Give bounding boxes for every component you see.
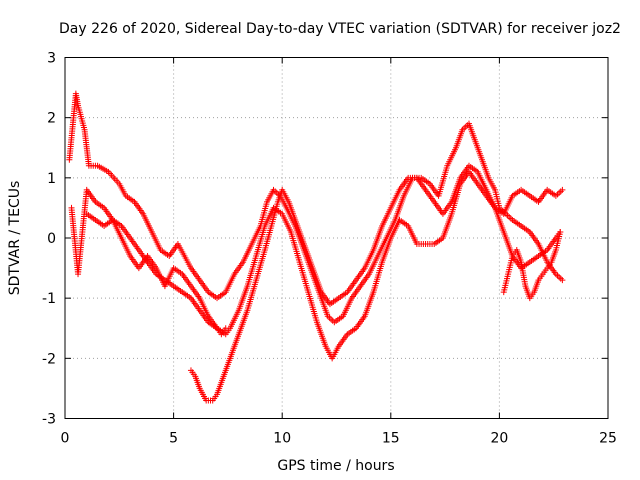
- data-point-marker: [559, 186, 566, 193]
- axis-ticks: 0 5 10 15 20 25 -3 -2 -1 0 1 2 3: [42, 51, 617, 447]
- y-tick-label: -2: [42, 351, 56, 367]
- series-track-5: [500, 228, 564, 302]
- y-tick-label: -1: [42, 291, 56, 307]
- x-axis-label: GPS time / hours: [277, 458, 394, 474]
- x-tick-label: 20: [490, 431, 508, 447]
- series-track-4: [187, 162, 566, 404]
- series-track-3: [83, 210, 229, 338]
- series-track-2: [68, 168, 564, 362]
- x-tick-label: 0: [61, 431, 70, 447]
- plot-frame: [64, 57, 609, 419]
- x-tick-label: 10: [273, 431, 291, 447]
- y-tick-label: 3: [47, 51, 56, 67]
- y-tick-label: -3: [42, 412, 56, 428]
- y-tick-label: 0: [47, 231, 56, 247]
- data-point-marker: [222, 325, 229, 332]
- grid: [65, 57, 608, 419]
- y-tick-label: 2: [47, 111, 56, 127]
- data-point-marker: [559, 277, 566, 284]
- y-tick-label: 1: [47, 171, 56, 187]
- chart-title: Day 226 of 2020, Sidereal Day-to-day VTE…: [59, 21, 621, 37]
- series-track-1: [66, 90, 566, 326]
- x-tick-label: 15: [382, 431, 400, 447]
- y-axis-label: SDTVAR / TECUs: [7, 181, 23, 296]
- x-tick-label: 5: [169, 431, 178, 447]
- x-tick-label: 25: [599, 431, 617, 447]
- data-point-marker: [557, 228, 564, 235]
- data-series: [66, 90, 566, 404]
